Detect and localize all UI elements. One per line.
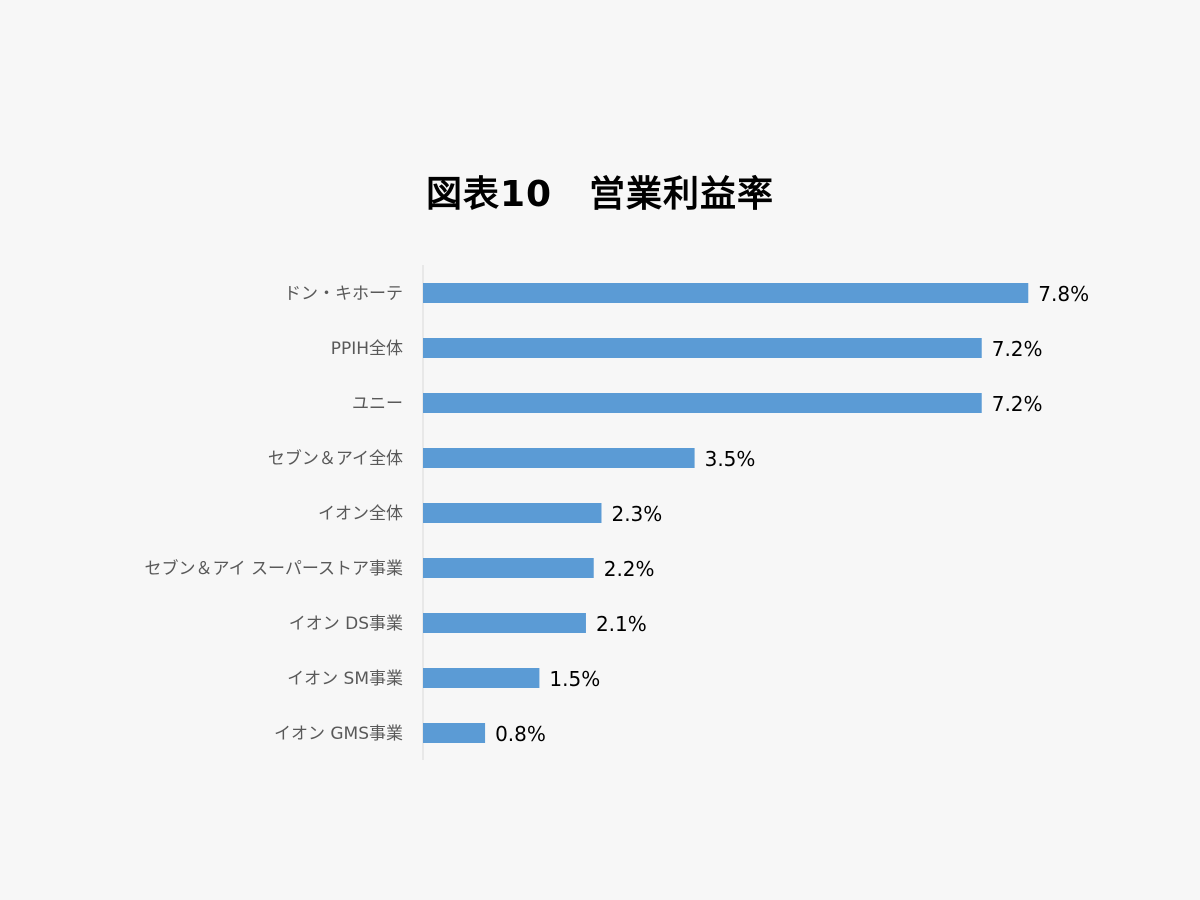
category-label: ドン・キホーテ	[284, 284, 403, 304]
data-label: 7.8%	[1038, 282, 1089, 306]
data-label: 7.2%	[992, 337, 1043, 361]
data-label: 2.2%	[604, 557, 655, 581]
data-label: 2.3%	[611, 502, 662, 526]
data-label: 0.8%	[495, 722, 546, 746]
bar	[423, 558, 594, 578]
bar	[423, 723, 486, 743]
bar	[423, 613, 586, 633]
category-label: セブン＆アイ全体	[268, 448, 403, 469]
bar	[423, 503, 602, 523]
bar	[423, 338, 982, 358]
data-label: 7.2%	[992, 392, 1043, 416]
bar	[423, 668, 540, 688]
category-label: セブン＆アイ スーパーストア事業	[144, 558, 403, 579]
category-label: ユニー	[352, 394, 403, 414]
bar	[423, 393, 982, 413]
category-label: イオン SM事業	[287, 669, 403, 689]
category-label: イオン全体	[318, 504, 403, 524]
bar	[423, 448, 695, 468]
chart-title: 図表10 営業利益率	[425, 174, 775, 215]
category-label: イオン DS事業	[289, 614, 403, 634]
bar	[423, 283, 1029, 303]
data-label: 1.5%	[549, 667, 600, 691]
category-label: PPIH全体	[331, 339, 403, 359]
category-label: イオン GMS事業	[274, 724, 403, 744]
data-label: 3.5%	[705, 447, 756, 471]
data-label: 2.1%	[596, 612, 647, 636]
